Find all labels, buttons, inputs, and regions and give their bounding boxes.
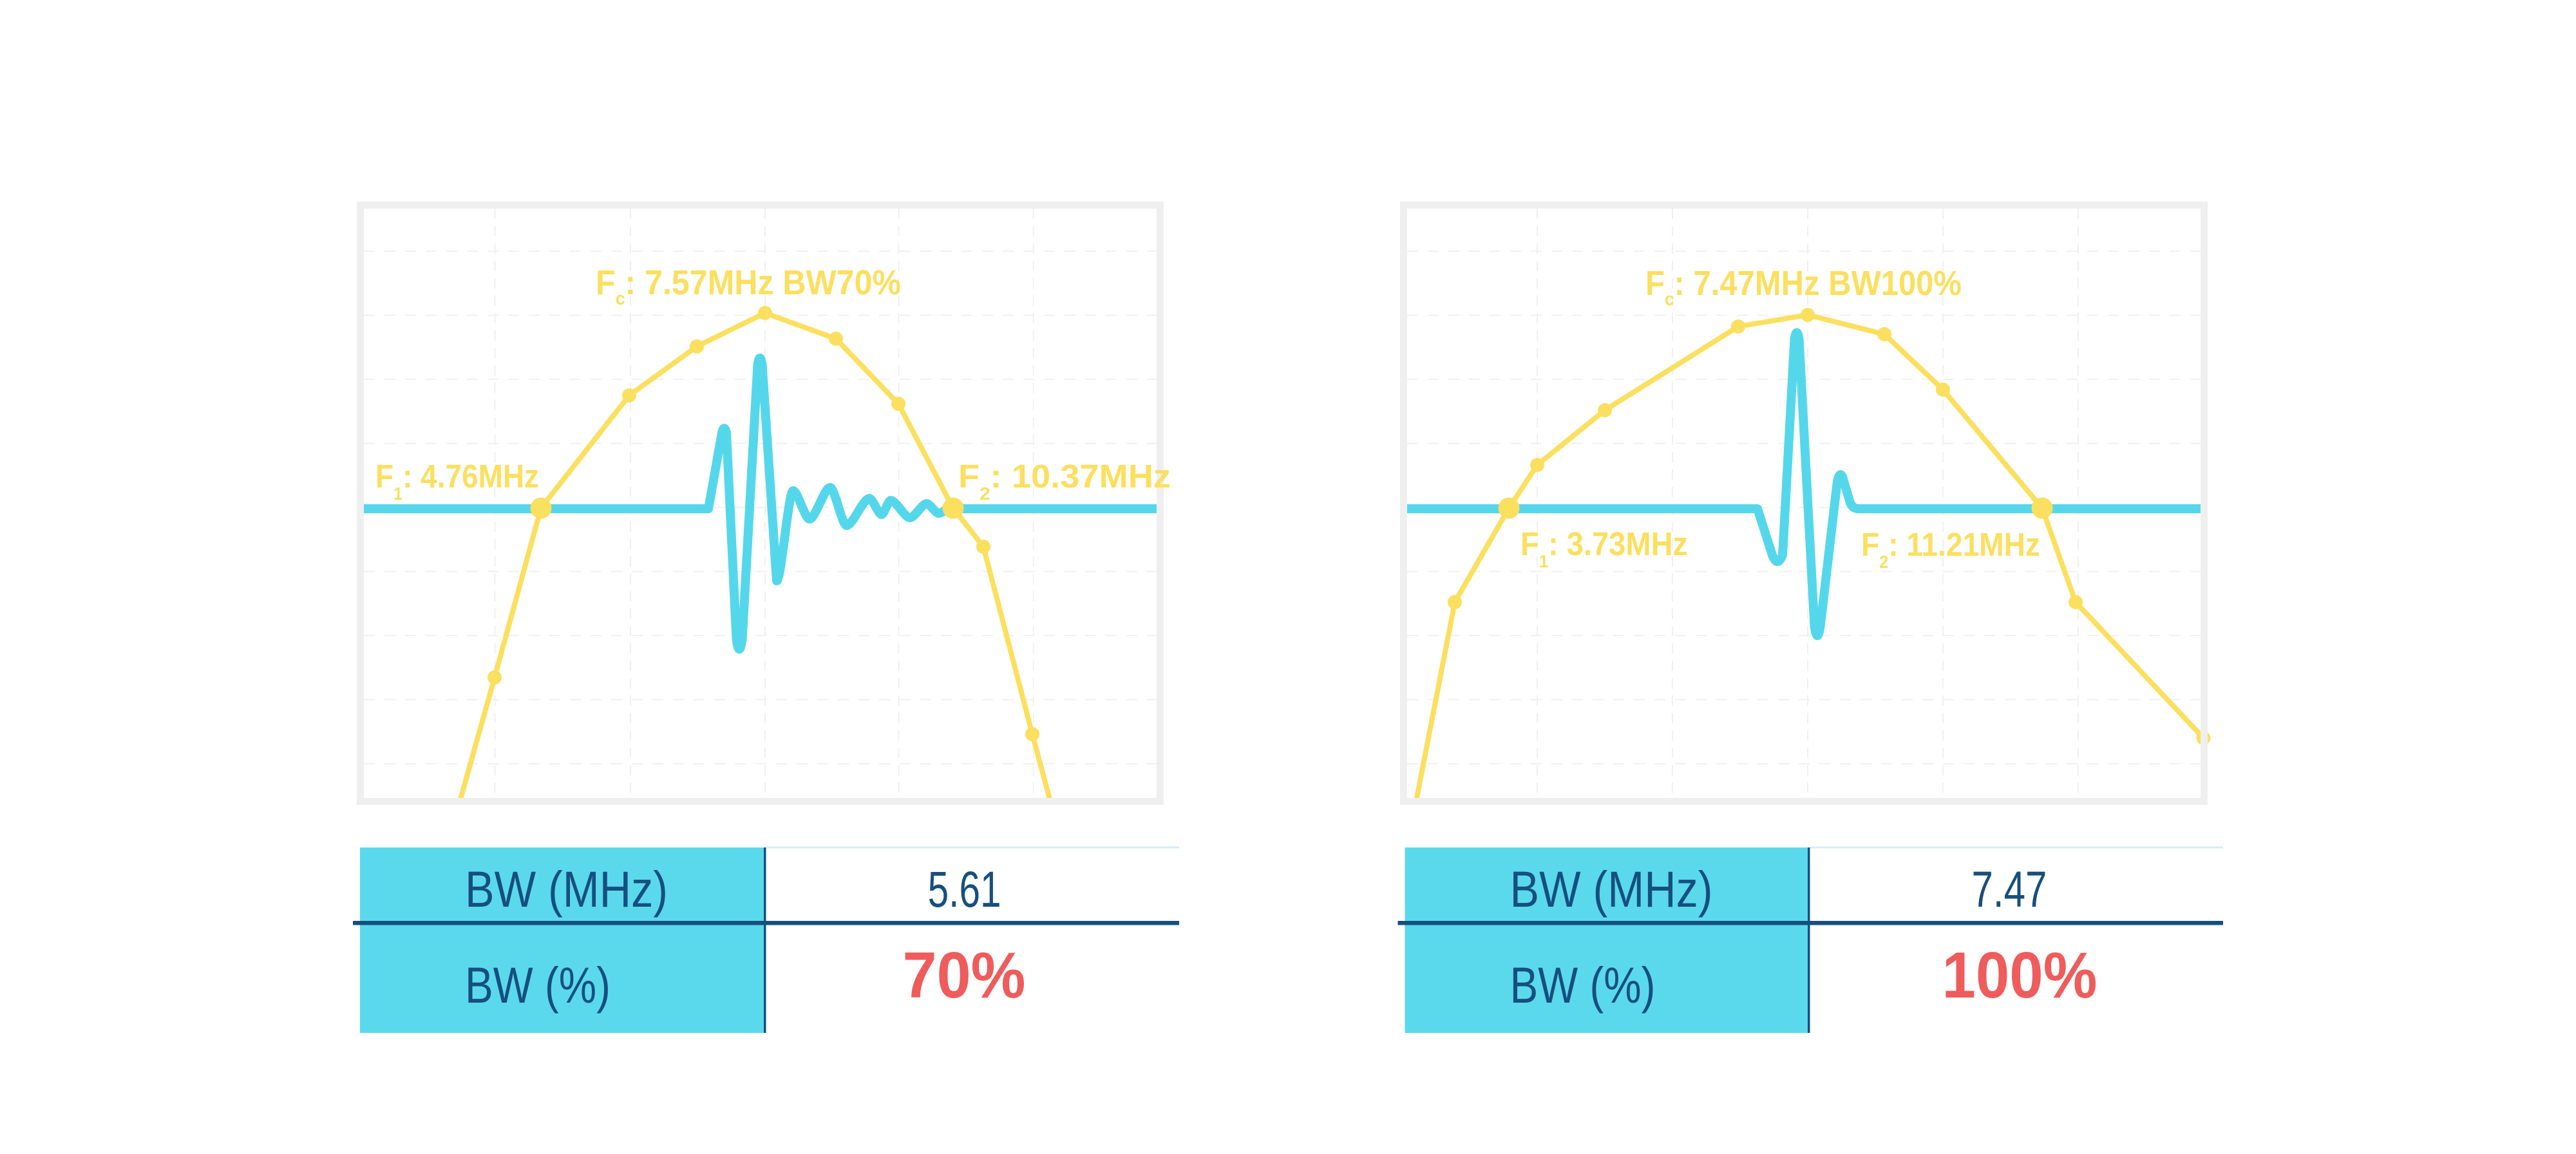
svg-text:Fc: 7.57MHz BW70%: Fc: 7.57MHz BW70% <box>596 263 901 309</box>
svg-text:7.47: 7.47 <box>1972 860 2047 918</box>
svg-text:Fc: 7.47MHz BW100%: Fc: 7.47MHz BW100% <box>1645 264 1962 310</box>
svg-text:70%: 70% <box>903 940 1026 1012</box>
svg-text:BW (%): BW (%) <box>465 956 611 1014</box>
svg-text:F1: 3.73MHz: F1: 3.73MHz <box>1520 525 1688 571</box>
svg-text:5.61: 5.61 <box>928 860 1001 918</box>
svg-text:BW (MHz): BW (MHz) <box>1510 860 1713 918</box>
svg-text:F2: 11.21MHz: F2: 11.21MHz <box>1861 526 2040 572</box>
svg-text:100%: 100% <box>1942 940 2098 1012</box>
svg-text:BW (MHz): BW (MHz) <box>465 860 668 918</box>
svg-text:BW (%): BW (%) <box>1510 956 1656 1014</box>
svg-text:F1: 4.76MHz: F1: 4.76MHz <box>375 458 539 504</box>
svg-text:F2: 10.37MHz: F2: 10.37MHz <box>958 458 1171 504</box>
